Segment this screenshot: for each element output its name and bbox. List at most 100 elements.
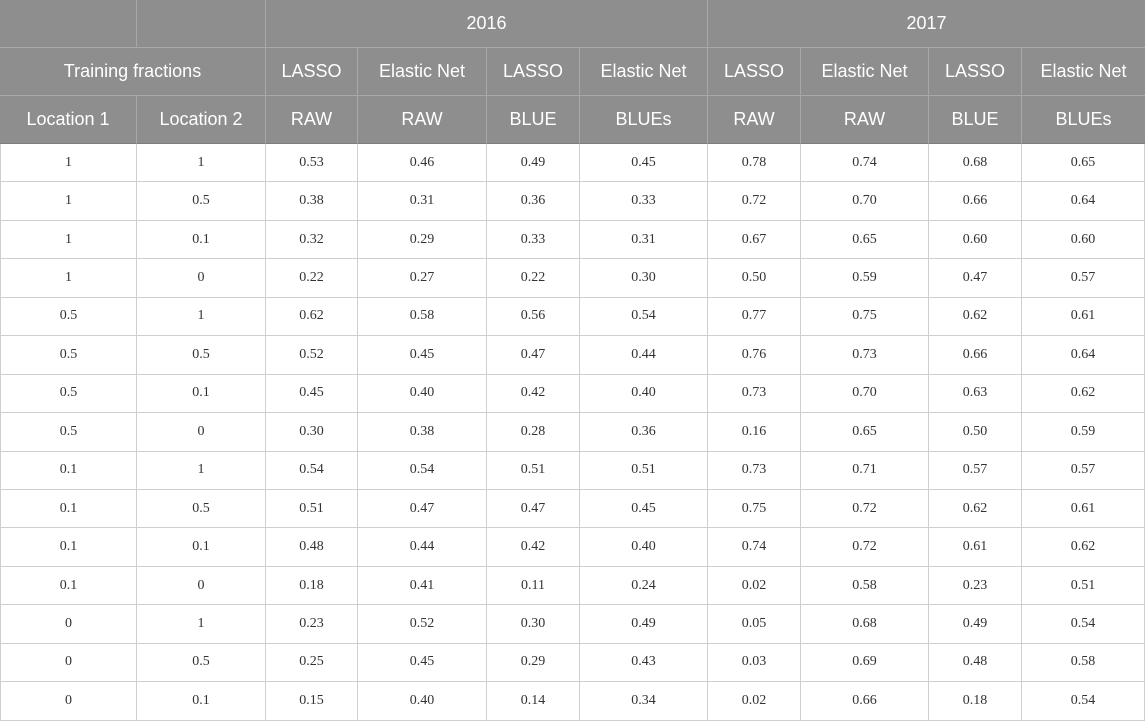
header-data-type-blues: BLUEs [580,96,708,144]
table-cell-lasso-2017-blue: 0.48 [929,643,1022,683]
table-cell-location-2: 0.5 [137,643,266,683]
table-cell-elastic-net-2017-blues: 0.54 [1022,682,1145,721]
header-year-2017: 2017 [708,0,1145,48]
table-cell-elastic-net-2017-blues: 0.64 [1022,182,1145,221]
table-cell-lasso-2017-blue: 0.61 [929,528,1022,567]
table-cell-elastic-net-2016-blues: 0.54 [580,297,708,337]
header-method-lasso-2016-raw: LASSO [266,48,358,96]
table-cell-lasso-2017-raw: 0.78 [708,144,801,183]
header-location-1: Location 1 [0,96,137,144]
table-cell-elastic-net-2017-blues: 0.57 [1022,451,1145,490]
table-cell-elastic-net-2016-blues: 0.31 [580,220,708,260]
table-cell-location-2: 0.1 [137,682,266,721]
table-cell-lasso-2016-raw: 0.22 [266,259,358,298]
header-method-lasso-2017-raw: LASSO [708,48,801,96]
table-cell-elastic-net-2016-raw: 0.44 [358,528,487,567]
table-cell-elastic-net-2017-blues: 0.58 [1022,643,1145,683]
table-cell-elastic-net-2016-raw: 0.47 [358,489,487,529]
table-cell-lasso-2016-blue: 0.51 [487,451,580,490]
table-cell-lasso-2017-blue: 0.66 [929,182,1022,221]
table-cell-location-2: 1 [137,605,266,644]
table-cell-lasso-2016-raw: 0.32 [266,220,358,260]
table-cell-elastic-net-2017-raw: 0.74 [801,144,929,183]
table-cell-location-1: 0.1 [0,451,137,490]
table-cell-lasso-2016-blue: 0.14 [487,682,580,721]
table-cell-elastic-net-2017-raw: 0.75 [801,297,929,337]
table-cell-location-2: 0 [137,566,266,606]
table-cell-elastic-net-2017-raw: 0.58 [801,566,929,606]
table-cell-lasso-2016-raw: 0.15 [266,682,358,721]
table-cell-lasso-2017-raw: 0.16 [708,413,801,452]
table-cell-location-1: 0 [0,643,137,683]
table-cell-location-2: 0.1 [137,374,266,414]
table-cell-lasso-2017-blue: 0.18 [929,682,1022,721]
table-cell-elastic-net-2016-raw: 0.46 [358,144,487,183]
table-cell-elastic-net-2016-blues: 0.49 [580,605,708,644]
table-cell-elastic-net-2016-blues: 0.44 [580,336,708,375]
table-cell-location-1: 0 [0,605,137,644]
table-cell-location-1: 0.1 [0,566,137,606]
table-cell-lasso-2016-raw: 0.30 [266,413,358,452]
table-cell-lasso-2016-blue: 0.49 [487,144,580,183]
table-cell-lasso-2016-raw: 0.48 [266,528,358,567]
table-cell-lasso-2017-raw: 0.02 [708,682,801,721]
table-cell-elastic-net-2016-raw: 0.27 [358,259,487,298]
table-cell-lasso-2017-blue: 0.68 [929,144,1022,183]
table-cell-elastic-net-2016-raw: 0.45 [358,643,487,683]
table-cell-elastic-net-2016-raw: 0.40 [358,682,487,721]
header-data-type-blues: BLUEs [1022,96,1145,144]
table-cell-elastic-net-2017-raw: 0.65 [801,220,929,260]
table-cell-lasso-2017-raw: 0.77 [708,297,801,337]
table-cell-lasso-2017-blue: 0.49 [929,605,1022,644]
table-cell-elastic-net-2016-raw: 0.31 [358,182,487,221]
table-cell-elastic-net-2016-blues: 0.33 [580,182,708,221]
header-method-elastic-net-2016-raw: Elastic Net [358,48,487,96]
table-cell-lasso-2016-raw: 0.38 [266,182,358,221]
table-cell-lasso-2016-blue: 0.30 [487,605,580,644]
table-cell-location-1: 1 [0,259,137,298]
header-data-type-raw: RAW [801,96,929,144]
table-cell-elastic-net-2017-raw: 0.59 [801,259,929,298]
table-cell-lasso-2016-blue: 0.47 [487,489,580,529]
table-cell-location-2: 0.1 [137,528,266,567]
header-training-fractions: Training fractions [0,48,266,96]
table-cell-elastic-net-2017-blues: 0.62 [1022,528,1145,567]
table-cell-elastic-net-2017-blues: 0.61 [1022,297,1145,337]
table-cell-lasso-2016-blue: 0.28 [487,413,580,452]
table-cell-elastic-net-2016-raw: 0.29 [358,220,487,260]
header-empty-cell-2 [137,0,266,48]
table-cell-lasso-2017-blue: 0.66 [929,336,1022,375]
table-cell-location-2: 1 [137,297,266,337]
table-cell-lasso-2017-raw: 0.72 [708,182,801,221]
table-cell-elastic-net-2016-raw: 0.45 [358,336,487,375]
header-data-type-blue: BLUE [487,96,580,144]
table-cell-elastic-net-2017-blues: 0.64 [1022,336,1145,375]
table-cell-lasso-2017-raw: 0.73 [708,451,801,490]
table-cell-elastic-net-2017-blues: 0.57 [1022,259,1145,298]
table-cell-location-2: 0.5 [137,182,266,221]
header-data-type-raw: RAW [266,96,358,144]
table-cell-elastic-net-2016-raw: 0.58 [358,297,487,337]
table-cell-location-1: 0.5 [0,297,137,337]
table-cell-location-1: 0.5 [0,336,137,375]
table-cell-lasso-2016-raw: 0.45 [266,374,358,414]
table-cell-lasso-2017-raw: 0.73 [708,374,801,414]
table-cell-lasso-2016-blue: 0.36 [487,182,580,221]
table-cell-elastic-net-2016-blues: 0.24 [580,566,708,606]
table-cell-lasso-2017-blue: 0.63 [929,374,1022,414]
table-cell-lasso-2017-blue: 0.50 [929,413,1022,452]
table-cell-location-2: 0.5 [137,336,266,375]
table-cell-elastic-net-2016-blues: 0.34 [580,682,708,721]
table-cell-lasso-2016-raw: 0.52 [266,336,358,375]
table-cell-location-2: 1 [137,144,266,183]
table-cell-lasso-2016-raw: 0.62 [266,297,358,337]
table-cell-elastic-net-2016-blues: 0.40 [580,528,708,567]
table-cell-elastic-net-2017-raw: 0.66 [801,682,929,721]
table-cell-location-1: 0.5 [0,374,137,414]
header-method-lasso-2017-blue: LASSO [929,48,1022,96]
table-cell-elastic-net-2017-blues: 0.51 [1022,566,1145,606]
table-cell-elastic-net-2017-blues: 0.54 [1022,605,1145,644]
header-method-lasso-2016-blue: LASSO [487,48,580,96]
table-cell-lasso-2017-raw: 0.67 [708,220,801,260]
